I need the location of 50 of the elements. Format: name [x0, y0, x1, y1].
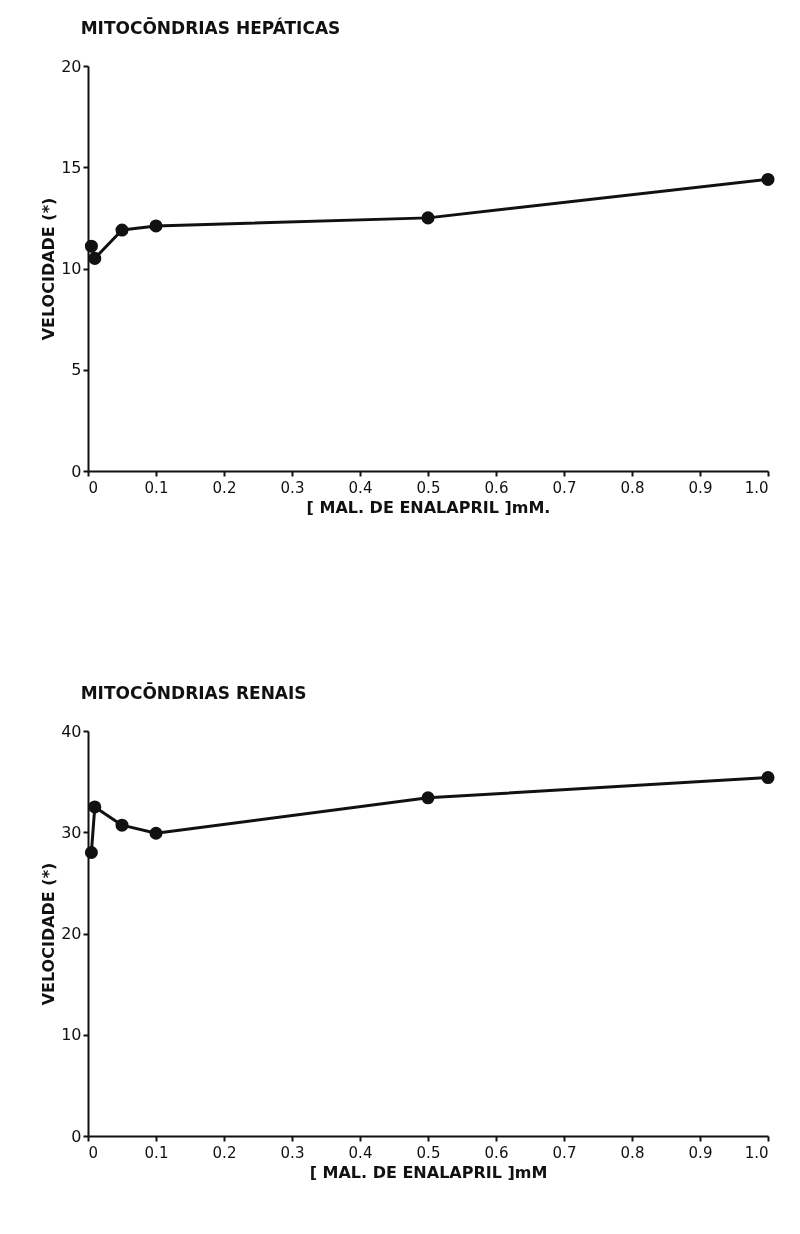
y-tick-label: 20	[61, 56, 82, 76]
y-tick-label: 0	[71, 1126, 82, 1146]
x-tick-label: 0.5	[416, 1143, 441, 1162]
chart-title: MITOCŌNDRIAS HEPÁTICAS	[80, 17, 341, 38]
x-tick-label: 1.0	[744, 1143, 769, 1162]
x-tick-label: 0.3	[280, 1143, 305, 1162]
x-tick-label: 0.2	[212, 1143, 237, 1162]
x-tick-label: 0.9	[688, 478, 713, 497]
x-tick-label: 0.7	[552, 478, 577, 497]
point	[88, 800, 102, 814]
x-tick-label: 0.3	[280, 478, 305, 497]
point	[761, 771, 775, 785]
point	[421, 791, 435, 805]
x-axis-title: [ MAL. DE ENALAPRIL ]mM	[309, 1162, 548, 1182]
x-tick-label: 0.6	[484, 1143, 509, 1162]
x-tick-label: 0.8	[620, 1143, 645, 1162]
point	[421, 211, 435, 225]
point	[88, 251, 102, 265]
point	[149, 219, 163, 233]
y-tick-label: 30	[61, 822, 82, 842]
point	[115, 223, 129, 237]
y-axis-title: VELOCIDADE (*)	[39, 862, 59, 1006]
x-tick-label: 0.2	[212, 478, 237, 497]
y-tick-label: 10	[61, 259, 82, 278]
x-tick-label: 0.1	[144, 1143, 169, 1162]
x-tick-label: 1.0	[744, 478, 769, 497]
point	[84, 239, 98, 253]
x-tick-label: 0	[88, 478, 99, 497]
point	[761, 172, 775, 186]
point	[115, 818, 129, 832]
y-tick-label: 15	[61, 157, 82, 177]
y-tick-label: 0	[71, 461, 82, 481]
x-tick-label: 0.1	[144, 478, 169, 497]
x-axis-title: [ MAL. DE ENALAPRIL ]mM.	[306, 497, 551, 517]
point	[149, 826, 163, 840]
x-tick-label: 0	[88, 1143, 99, 1162]
x-tick-label: 0.5	[416, 478, 441, 497]
point	[84, 845, 98, 860]
x-tick-label: 0.4	[348, 478, 373, 497]
x-tick-label: 0.9	[688, 1143, 713, 1162]
y-tick-label: 5	[71, 360, 82, 380]
y-tick-label: 10	[61, 1025, 82, 1045]
y-tick-label: 20	[61, 924, 82, 943]
x-tick-label: 0.7	[552, 1143, 577, 1162]
y-axis-title: VELOCIDADE (*)	[39, 197, 59, 341]
y-tick-label: 40	[61, 721, 82, 741]
x-tick-label: 0.8	[620, 478, 645, 497]
chart-title: MITOCŌNDRIAS RENAIS	[80, 682, 307, 703]
x-tick-label: 0.4	[348, 1143, 373, 1162]
x-tick-label: 0.6	[484, 478, 509, 497]
